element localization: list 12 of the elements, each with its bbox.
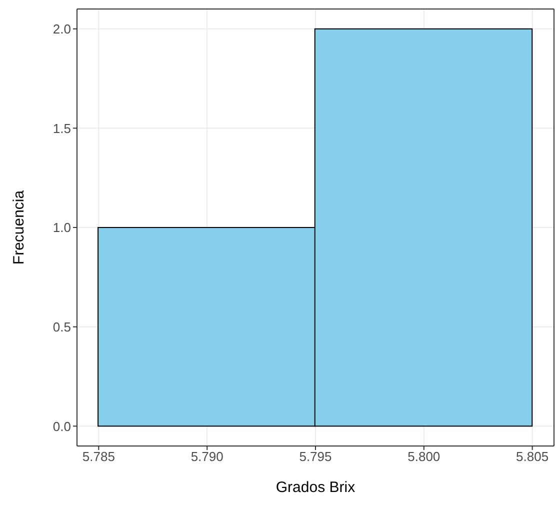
x-tick-label: 5.800 bbox=[408, 449, 440, 464]
y-tick-label: 1.5 bbox=[52, 120, 71, 136]
x-tick-label: 5.795 bbox=[299, 449, 332, 464]
y-tick-label: 0.0 bbox=[52, 418, 71, 434]
x-tick-label: 5.805 bbox=[516, 449, 549, 464]
x-tick-label: 5.785 bbox=[82, 449, 115, 464]
y-tick-label: 1.0 bbox=[52, 220, 71, 236]
y-tick-label: 0.5 bbox=[52, 319, 71, 334]
x-axis-title: Grados Brix bbox=[276, 479, 356, 496]
y-tick-label: 2.0 bbox=[52, 21, 71, 36]
x-tick-label: 5.790 bbox=[190, 449, 224, 464]
y-axis-title: Frecuencia bbox=[10, 190, 28, 265]
